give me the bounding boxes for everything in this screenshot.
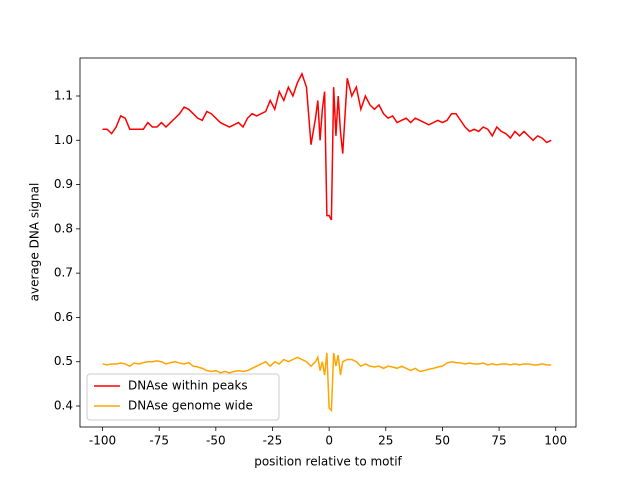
data-line xyxy=(102,352,552,413)
legend-label: DNAse within peaks xyxy=(128,379,248,393)
y-tick-label: 0.4 xyxy=(54,399,73,413)
x-tick-label: 25 xyxy=(378,434,393,448)
x-tick-label: -25 xyxy=(263,434,283,448)
y-tick-label: 0.8 xyxy=(54,221,73,235)
x-tick-label: 75 xyxy=(491,434,506,448)
legend-label: DNAse genome wide xyxy=(128,399,253,413)
y-tick-label: 0.5 xyxy=(54,354,73,368)
y-tick-label: 1.1 xyxy=(54,88,73,102)
x-axis-label: position relative to motif xyxy=(254,455,402,469)
legend-box xyxy=(86,373,280,421)
y-tick-label: 0.6 xyxy=(54,310,73,324)
data-line xyxy=(102,71,552,221)
x-tick-label: 100 xyxy=(544,434,567,448)
x-tick-label: 0 xyxy=(325,434,333,448)
x-tick-label: -75 xyxy=(149,434,169,448)
y-tick-label: 0.9 xyxy=(54,177,73,191)
x-tick-label: -50 xyxy=(206,434,226,448)
x-tick-label: 50 xyxy=(435,434,450,448)
x-tick-label: -100 xyxy=(89,434,116,448)
y-tick-label: 0.7 xyxy=(54,266,73,280)
y-axis-label: average DNA signal xyxy=(28,183,42,302)
y-tick-label: 1.0 xyxy=(54,133,73,147)
legend: DNAse within peaks DNAse genome wide xyxy=(86,373,280,421)
plot-frame xyxy=(79,57,577,428)
